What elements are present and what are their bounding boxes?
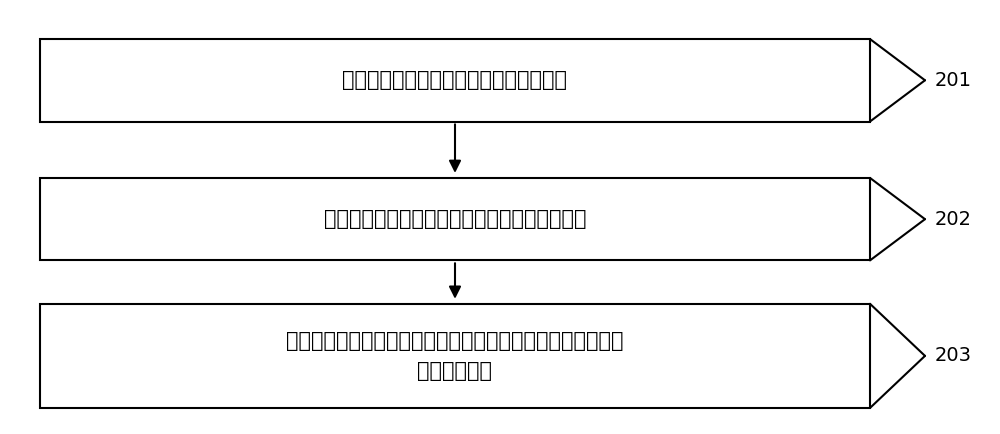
Text: 201: 201 (935, 71, 972, 90)
FancyBboxPatch shape (40, 304, 870, 408)
Text: 202: 202 (935, 210, 972, 229)
Text: 基于压差与固体循环流率的拟合曲线，预测与目标压差对应的
固体循环流率: 基于压差与固体循环流率的拟合曲线，预测与目标压差对应的 固体循环流率 (286, 331, 624, 381)
Text: 确定预先建立的压差与固体循环流率的拟合曲线: 确定预先建立的压差与固体循环流率的拟合曲线 (324, 209, 586, 229)
FancyBboxPatch shape (40, 178, 870, 260)
Text: 获取第一测压点和第二测压点的目标压差: 获取第一测压点和第二测压点的目标压差 (342, 70, 568, 90)
FancyBboxPatch shape (40, 39, 870, 122)
Text: 203: 203 (935, 346, 972, 365)
